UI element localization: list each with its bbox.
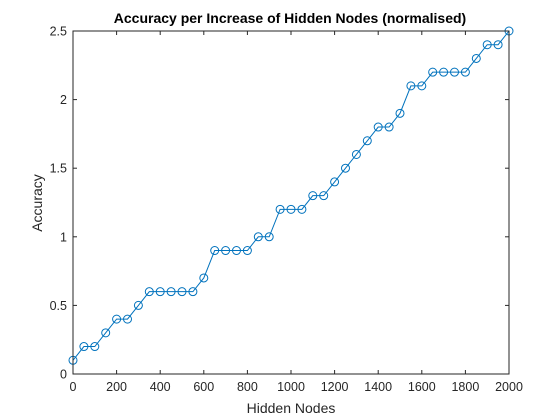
data-point-marker xyxy=(341,163,350,173)
data-point-marker xyxy=(395,108,405,118)
data-point-marker xyxy=(428,67,438,77)
data-point-marker xyxy=(232,246,241,256)
plot-area xyxy=(68,26,514,365)
chart-title: Accuracy per Increase of Hidden Nodes (n… xyxy=(114,10,466,26)
x-tick-label: 1000 xyxy=(277,380,305,394)
y-tick-label: 2.5 xyxy=(50,25,67,39)
x-tick-label: 200 xyxy=(106,380,127,394)
data-point-marker xyxy=(471,53,481,63)
data-point-marker xyxy=(79,342,89,352)
data-point-marker xyxy=(155,287,165,297)
data-point-marker xyxy=(319,191,329,201)
data-point-marker xyxy=(406,81,416,91)
y-tick-label: 0 xyxy=(60,368,67,382)
data-point-marker xyxy=(297,204,307,214)
y-tick-label: 0.5 xyxy=(50,299,67,313)
x-tick-label: 1600 xyxy=(408,380,436,394)
data-point-marker xyxy=(450,67,459,77)
y-tick-label: 1.5 xyxy=(50,162,67,176)
data-point-marker xyxy=(460,67,470,77)
y-tick-label: 1 xyxy=(60,230,67,244)
y-axis: 0 0.5 1 1.5 2 2.5 xyxy=(50,25,509,382)
x-axis-label: Hidden Nodes xyxy=(247,400,336,416)
data-point-marker xyxy=(221,246,231,256)
data-point-marker xyxy=(417,81,427,91)
data-point-marker xyxy=(112,314,122,324)
x-axis: 0 200 400 600 800 1000 1200 1400 1600 1800 2000 xyxy=(70,31,523,394)
data-point-marker xyxy=(123,314,132,324)
x-tick-label: 600 xyxy=(193,380,214,394)
data-point-marker xyxy=(188,287,198,297)
data-point-marker xyxy=(384,122,394,132)
data-point-marker xyxy=(351,149,361,159)
series-line xyxy=(72,30,510,361)
data-point-marker xyxy=(493,40,503,50)
data-point-marker xyxy=(210,246,220,256)
data-point-marker xyxy=(482,40,492,50)
data-point-marker xyxy=(308,191,318,201)
axes-frame xyxy=(72,30,510,375)
data-point-marker xyxy=(362,136,372,146)
data-point-marker xyxy=(133,300,143,310)
data-point-marker xyxy=(144,287,154,297)
data-point-marker xyxy=(101,328,111,338)
data-point-marker xyxy=(275,204,285,214)
x-tick-label: 1200 xyxy=(321,380,349,394)
data-point-marker xyxy=(90,342,100,352)
x-tick-label: 400 xyxy=(150,380,171,394)
x-tick-label: 1400 xyxy=(364,380,392,394)
y-tick-label: 2 xyxy=(60,93,67,107)
data-point-marker xyxy=(242,246,252,256)
x-tick-label: 0 xyxy=(70,380,77,394)
x-tick-label: 1800 xyxy=(451,380,479,394)
data-point-marker xyxy=(264,232,274,242)
data-point-marker xyxy=(439,67,449,77)
y-axis-label: Accuracy xyxy=(29,174,45,232)
data-point-marker xyxy=(286,204,296,214)
data-point-marker xyxy=(373,122,383,132)
data-point-marker xyxy=(166,287,176,297)
data-point-marker xyxy=(177,287,187,297)
data-point-marker xyxy=(330,177,340,187)
data-point-marker xyxy=(199,273,209,283)
data-point-marker xyxy=(253,232,263,242)
x-tick-label: 2000 xyxy=(495,380,523,394)
x-tick-label: 800 xyxy=(237,380,258,394)
